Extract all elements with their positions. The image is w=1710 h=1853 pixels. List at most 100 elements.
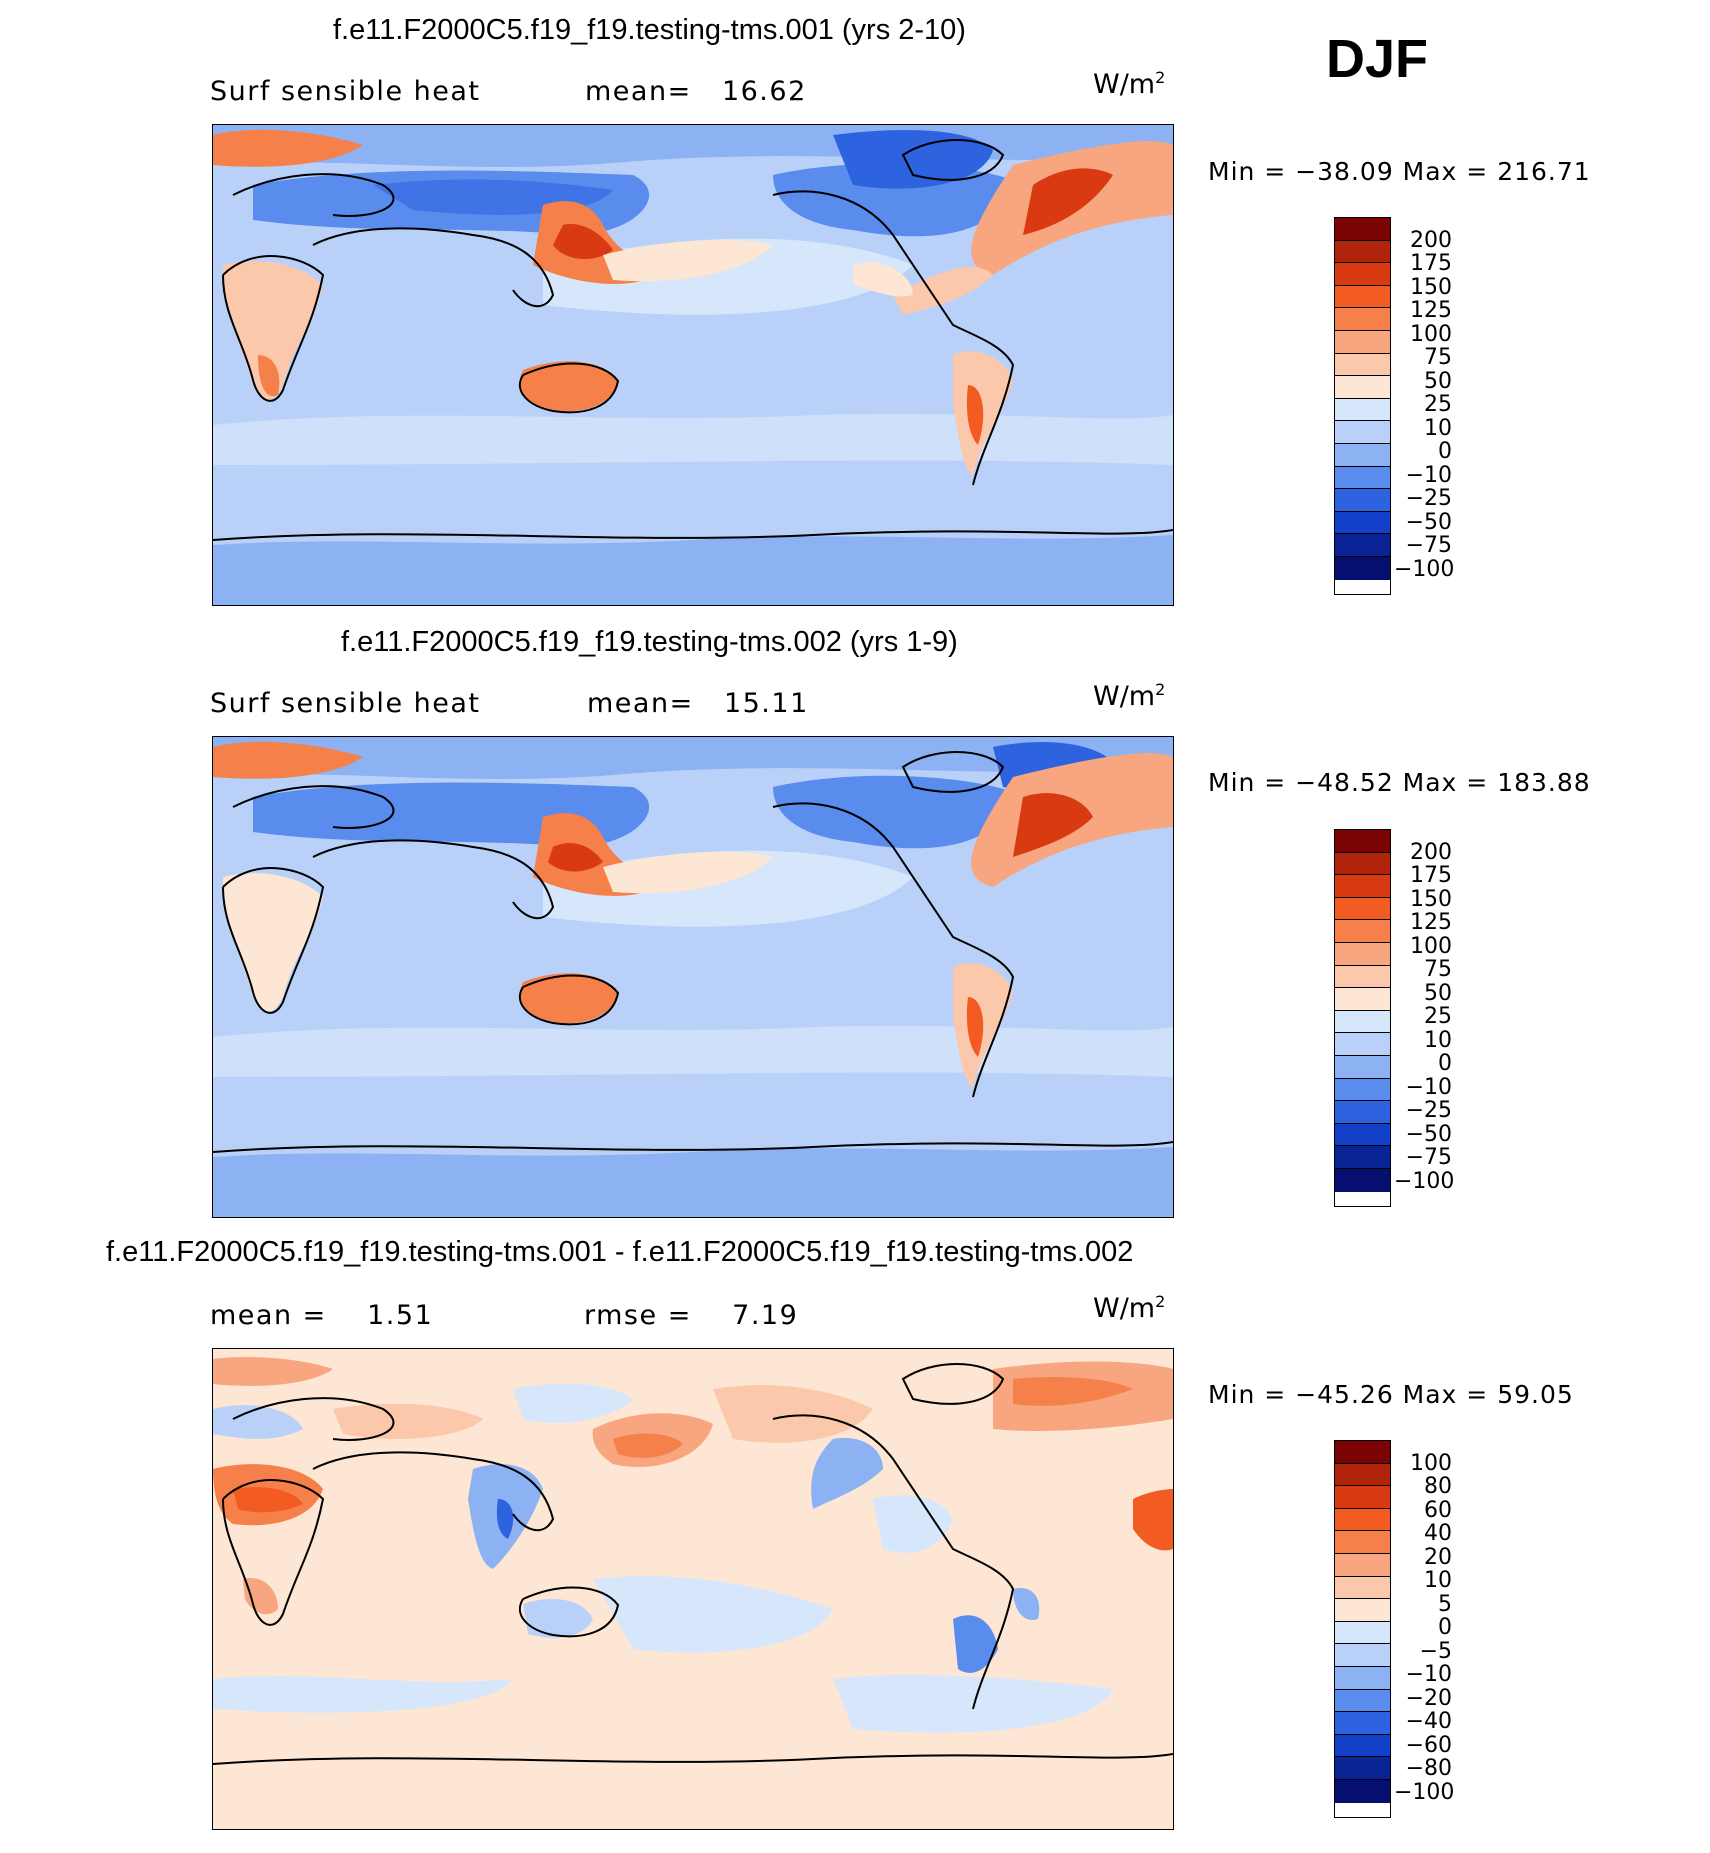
colorbar-swatch — [1335, 376, 1390, 399]
colorbar-tick-label: 100 — [1410, 321, 1452, 347]
colorbar-swatch — [1335, 1757, 1390, 1780]
colorbar-tick-label: −10 — [1405, 1074, 1452, 1100]
panel1-mean-label: mean= 16.62 — [585, 76, 807, 107]
colorbar-tick-label: 125 — [1410, 910, 1452, 935]
panel3-map — [212, 1348, 1174, 1830]
colorbar-tick-label: 175 — [1410, 863, 1452, 888]
colorbar-swatch — [1335, 466, 1390, 490]
panel2-map-svg — [213, 737, 1173, 1217]
colorbar-tick-label: 10 — [1424, 1027, 1452, 1053]
panel1-title: f.e11.F2000C5.f19_f19.testing-tms.001 (y… — [333, 14, 966, 46]
colorbar-tick-label: 0 — [1438, 439, 1452, 464]
colorbar-swatch — [1335, 1553, 1390, 1577]
panel3-minmax: Min = −45.26 Max = 59.05 — [1208, 1380, 1574, 1409]
colorbar-swatch — [1335, 1734, 1390, 1758]
colorbar-tick-label: 25 — [1424, 392, 1452, 417]
panel3-colorbar — [1334, 1440, 1391, 1818]
colorbar-swatch — [1335, 421, 1390, 444]
colorbar-swatch — [1335, 1168, 1390, 1192]
panel3-rmse-label: rmse = 7.19 — [584, 1300, 798, 1331]
colorbar-tick-label: −75 — [1405, 1145, 1452, 1170]
colorbar-tick-label: −60 — [1405, 1732, 1452, 1758]
colorbar-swatch — [1335, 1123, 1390, 1147]
colorbar-tick-label: −75 — [1405, 533, 1452, 558]
colorbar-tick-label: −25 — [1405, 1098, 1452, 1123]
colorbar-tick-label: 150 — [1410, 886, 1452, 912]
panel1-colorbar — [1334, 217, 1391, 595]
colorbar-tick-label: −100 — [1394, 556, 1455, 582]
colorbar-swatch — [1335, 875, 1390, 898]
colorbar-tick-label: 125 — [1410, 298, 1452, 323]
colorbar-swatch — [1335, 1644, 1390, 1667]
colorbar-tick-label: 40 — [1424, 1521, 1452, 1546]
colorbar-tick-label: 50 — [1424, 980, 1452, 1006]
colorbar-swatch — [1335, 942, 1390, 966]
colorbar-tick-label: 75 — [1424, 345, 1452, 370]
colorbar-swatch — [1335, 1689, 1390, 1713]
colorbar-swatch — [1335, 1531, 1390, 1554]
colorbar-tick-label: −80 — [1405, 1756, 1452, 1781]
panel3-mean-label: mean = 1.51 — [210, 1300, 433, 1331]
colorbar-tick-label: 100 — [1410, 1450, 1452, 1476]
panel3-mean-key: mean = — [210, 1300, 327, 1331]
panel2-minmax: Min = −48.52 Max = 183.88 — [1208, 768, 1591, 797]
colorbar-tick-label: −50 — [1405, 1121, 1452, 1147]
colorbar-tick-label: 60 — [1424, 1497, 1452, 1523]
colorbar-tick-label: 10 — [1424, 415, 1452, 441]
colorbar-tick-label: −5 — [1419, 1638, 1452, 1664]
panel3-title: f.e11.F2000C5.f19_f19.testing-tms.001 - … — [106, 1236, 1134, 1268]
colorbar-tick-label: −25 — [1405, 486, 1452, 511]
colorbar-tick-label: 5 — [1438, 1591, 1452, 1617]
colorbar-tick-label: −20 — [1405, 1685, 1452, 1711]
colorbar-swatch — [1335, 443, 1390, 467]
panel3-units: W/m2 — [1093, 1292, 1166, 1324]
panel1-variable-label: Surf sensible heat — [210, 76, 481, 107]
panel3-rmse-key: rmse = — [584, 1300, 692, 1331]
panel3-map-svg — [213, 1349, 1173, 1829]
colorbar-swatch — [1335, 1666, 1390, 1690]
colorbar-swatch — [1335, 1055, 1390, 1079]
panel2-units: W/m2 — [1093, 680, 1166, 712]
colorbar-swatch — [1335, 556, 1390, 580]
colorbar-swatch — [1335, 240, 1390, 264]
colorbar-tick-label: −50 — [1405, 509, 1452, 535]
colorbar-swatch — [1335, 1463, 1390, 1487]
colorbar-swatch — [1335, 1486, 1390, 1509]
colorbar-swatch — [1335, 965, 1390, 989]
colorbar-swatch — [1335, 263, 1390, 286]
panel2-title: f.e11.F2000C5.f19_f19.testing-tms.002 (y… — [341, 626, 958, 658]
colorbar-swatch — [1335, 1599, 1390, 1622]
colorbar-swatch — [1335, 511, 1390, 535]
panel3-mean-value: 1.51 — [367, 1300, 434, 1331]
colorbar-tick-label: 20 — [1424, 1544, 1452, 1570]
colorbar-tick-label: 100 — [1410, 933, 1452, 959]
panel2-mean-key: mean= — [587, 688, 694, 719]
colorbar-swatch — [1335, 330, 1390, 354]
colorbar-tick-label: −100 — [1394, 1779, 1455, 1805]
panel1-map — [212, 124, 1174, 606]
panel2-variable-label: Surf sensible heat — [210, 688, 481, 719]
colorbar-swatch — [1335, 308, 1390, 331]
colorbar-tick-label: 0 — [1438, 1615, 1452, 1640]
colorbar-swatch — [1335, 398, 1390, 422]
colorbar-tick-label: 10 — [1424, 1568, 1452, 1593]
colorbar-swatch — [1335, 285, 1390, 309]
colorbar-swatch — [1335, 920, 1390, 943]
colorbar-swatch — [1335, 1508, 1390, 1532]
panel3-rmse-value: 7.19 — [732, 1300, 799, 1331]
colorbar-swatch — [1335, 1621, 1390, 1645]
colorbar-tick-label: 200 — [1410, 839, 1452, 865]
colorbar-tick-label: 175 — [1410, 251, 1452, 276]
panel1-minmax: Min = −38.09 Max = 216.71 — [1208, 157, 1591, 186]
colorbar-swatch — [1335, 1101, 1390, 1124]
colorbar-tick-label: 80 — [1424, 1474, 1452, 1499]
colorbar-swatch — [1335, 1441, 1390, 1464]
colorbar-swatch — [1335, 1146, 1390, 1169]
colorbar-tick-label: −10 — [1405, 1662, 1452, 1687]
panel2-mean-value: 15.11 — [723, 688, 809, 719]
colorbar-tick-label: 200 — [1410, 227, 1452, 253]
panel1-map-svg — [213, 125, 1173, 605]
colorbar-tick-label: −100 — [1394, 1168, 1455, 1194]
colorbar-tick-label: −40 — [1405, 1709, 1452, 1734]
panel2-colorbar — [1334, 829, 1391, 1207]
